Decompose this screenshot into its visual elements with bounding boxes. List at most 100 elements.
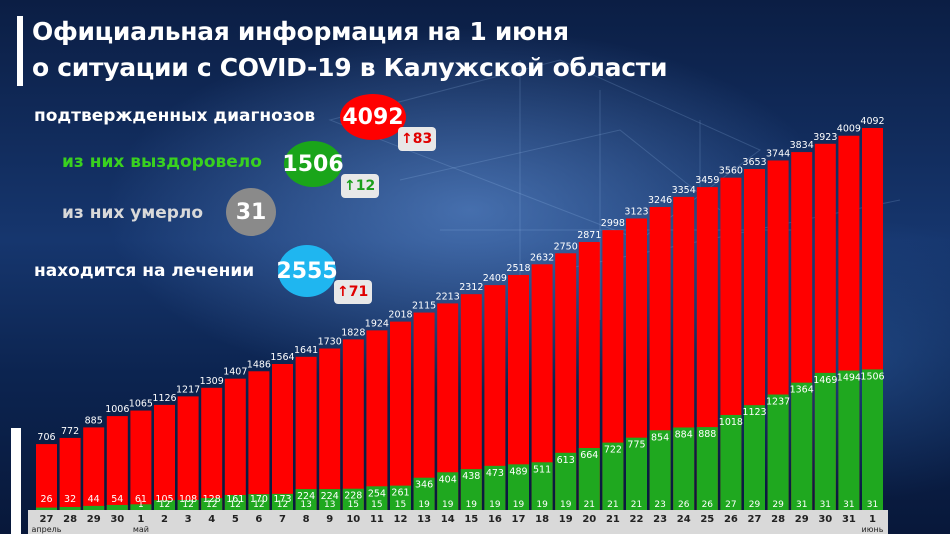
recovered-value: 1506 [282, 141, 344, 187]
bar-recovered [366, 486, 388, 510]
bar-total [201, 387, 223, 510]
data-label-total: 2312 [459, 282, 483, 293]
data-label-total: 2871 [577, 230, 601, 241]
data-label-recovered: 404 [439, 474, 457, 485]
data-label-recovered: 1123 [742, 407, 766, 418]
data-label-recovered: 1237 [766, 397, 790, 408]
x-tick-label: 10 [346, 514, 360, 525]
died-value: 31 [226, 188, 276, 236]
data-label-recovered: 511 [533, 464, 551, 475]
x-tick-label: 29 [87, 514, 101, 525]
data-label-died: 13 [300, 500, 311, 510]
x-tick-label: 16 [488, 514, 502, 525]
x-tick-label: 24 [677, 514, 691, 525]
x-tick-label: 9 [326, 514, 333, 525]
x-tick-label: 1 [137, 514, 144, 525]
data-label-total: 2018 [388, 310, 412, 321]
data-label-recovered: 1494 [837, 373, 861, 384]
x-tick-label: 17 [512, 514, 526, 525]
data-label-total: 2632 [530, 252, 554, 263]
data-label-total: 1924 [365, 318, 389, 329]
data-label-recovered: 32 [64, 494, 76, 505]
bar-total [508, 274, 529, 510]
x-tick-label: 6 [255, 514, 262, 525]
bar-total [531, 264, 553, 510]
data-label-died: 31 [867, 500, 878, 510]
data-label-recovered: 664 [580, 450, 598, 461]
data-label-total: 2518 [506, 263, 530, 274]
bar-recovered [460, 469, 482, 510]
bar-recovered [224, 494, 246, 510]
bar-recovered [838, 370, 860, 510]
bar-total [319, 348, 341, 510]
x-tick-label: 15 [464, 514, 478, 525]
bar-recovered [649, 430, 671, 510]
x-tick-label: 26 [724, 514, 738, 525]
bar-recovered [720, 414, 742, 510]
data-label-total: 4092 [860, 116, 884, 127]
bar-total [413, 312, 435, 510]
data-label-died: 26 [678, 500, 690, 510]
x-tick-label: 2 [161, 514, 168, 525]
died-label: из них умерло [62, 203, 204, 223]
data-label-recovered: 254 [368, 488, 386, 499]
recovered-delta-badge: ↑12 [341, 174, 380, 198]
data-label-died: 31 [820, 500, 831, 510]
bar-total [460, 294, 482, 510]
data-label-died: 21 [631, 500, 642, 510]
data-label-recovered: 228 [344, 491, 362, 502]
x-tick-label: 13 [417, 514, 431, 525]
data-label-total: 1730 [318, 336, 342, 347]
x-tick-label: 20 [582, 514, 596, 525]
bar-recovered [319, 489, 341, 510]
data-label-recovered: 44 [88, 494, 100, 505]
x-tick-label: 21 [606, 514, 620, 525]
data-label-died: 19 [536, 500, 548, 510]
data-label-died: 19 [489, 500, 501, 510]
data-label-died: 12 [230, 500, 241, 510]
data-label-died: 21 [607, 500, 618, 510]
data-label-recovered: 489 [509, 466, 527, 477]
data-label-total: 2213 [436, 291, 460, 302]
data-label-died: 15 [371, 500, 382, 510]
x-tick-label: 25 [700, 514, 714, 525]
bar-total [248, 371, 270, 510]
x-tick-label: 3 [185, 514, 192, 525]
data-label-total: 1065 [129, 399, 153, 410]
bar-total [366, 330, 388, 510]
bar-total [106, 416, 128, 510]
data-label-recovered: 722 [604, 445, 622, 456]
title-line-2: о ситуации с COVID-19 в Калужской област… [32, 53, 668, 82]
bar-total [154, 404, 175, 510]
month-label: май [133, 525, 149, 534]
recovered-delta: 12 [355, 178, 376, 194]
data-label-recovered: 775 [627, 440, 645, 451]
up-arrow-icon: ↑ [344, 178, 356, 194]
month-label: июнь [862, 525, 884, 534]
x-tick-label: 30 [110, 514, 124, 525]
x-tick-label: 12 [394, 514, 408, 525]
data-label-died: 29 [772, 500, 784, 510]
bar-total [342, 339, 364, 510]
data-label-died: 29 [749, 500, 761, 510]
data-label-recovered: 170 [250, 494, 268, 505]
bar-total [295, 356, 317, 510]
data-label-total: 885 [85, 415, 103, 426]
x-tick-label: 18 [535, 514, 549, 525]
bar-total [578, 241, 600, 510]
data-label-recovered: 1364 [790, 385, 814, 396]
data-label-died: 12 [277, 500, 288, 510]
bar-recovered [342, 488, 364, 510]
bar-recovered [413, 477, 435, 510]
data-label-total: 3923 [813, 132, 837, 143]
data-label-recovered: 438 [462, 471, 480, 482]
treatment-label: находится на лечении [34, 261, 255, 281]
data-label-recovered: 161 [226, 494, 244, 505]
bar-total [555, 253, 577, 510]
data-label-recovered: 884 [675, 429, 693, 440]
data-label-died: 21 [584, 500, 595, 510]
data-label-recovered: 54 [111, 494, 123, 505]
data-label-total: 772 [61, 426, 79, 437]
x-tick-label: 22 [630, 514, 644, 525]
